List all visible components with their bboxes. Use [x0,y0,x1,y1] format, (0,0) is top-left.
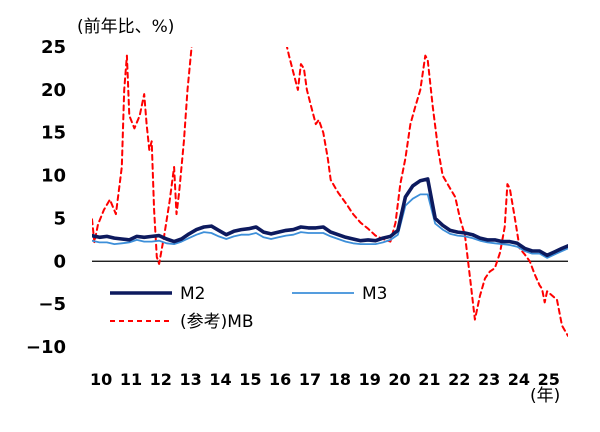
legend-label: M3 [362,284,387,304]
series-line-m2 [92,177,568,258]
y-tick-label: −5 [38,294,66,315]
x-tick-label: 19 [359,370,381,389]
legend-item-m3: M3 [292,284,387,304]
series-line-m3 [92,193,568,259]
x-tick-label: 12 [150,370,172,389]
y-tick-label: 0 [53,251,66,272]
x-tick-label: 16 [269,370,291,389]
y-tick-label: 15 [41,123,66,144]
x-tick-label: 15 [239,370,261,389]
x-tick-label: 25 [538,370,560,389]
x-axis-ticks: 10 11 12 13 14 15 16 17 18 19 20 21 22 23 24 25 [90,370,560,389]
x-tick-label: 24 [508,370,530,389]
x-unit-label: (年) [530,386,560,406]
series-line-mb [92,47,568,337]
x-tick-label: 14 [209,370,231,389]
legend-item-m2: M2 [110,284,205,304]
legend-item-mb: (参考)MB [110,312,254,332]
y-tick-label: −10 [26,337,66,358]
y-tick-label: 10 [41,166,66,187]
x-tick-label: 23 [478,370,500,389]
y-tick-label: 20 [41,80,66,101]
y-unit-label: (前年比、%) [77,17,174,37]
legend-label: M2 [180,284,205,304]
x-tick-label: 22 [448,370,470,389]
y-axis-ticks: 25 20 15 10 5 0 −5 −10 [26,37,66,358]
legend: M2 M3 (参考)MB [110,284,387,332]
legend-label: (参考)MB [180,312,254,332]
x-tick-label: 11 [120,370,142,389]
x-tick-label: 21 [418,370,440,389]
x-tick-label: 17 [299,370,321,389]
series-layer [92,47,568,337]
x-tick-label: 20 [388,370,410,389]
y-tick-label: 5 [53,208,66,229]
x-tick-label: 10 [90,370,112,389]
x-tick-label: 18 [329,370,351,389]
x-tick-label: 13 [180,370,202,389]
y-tick-label: 25 [41,37,66,58]
